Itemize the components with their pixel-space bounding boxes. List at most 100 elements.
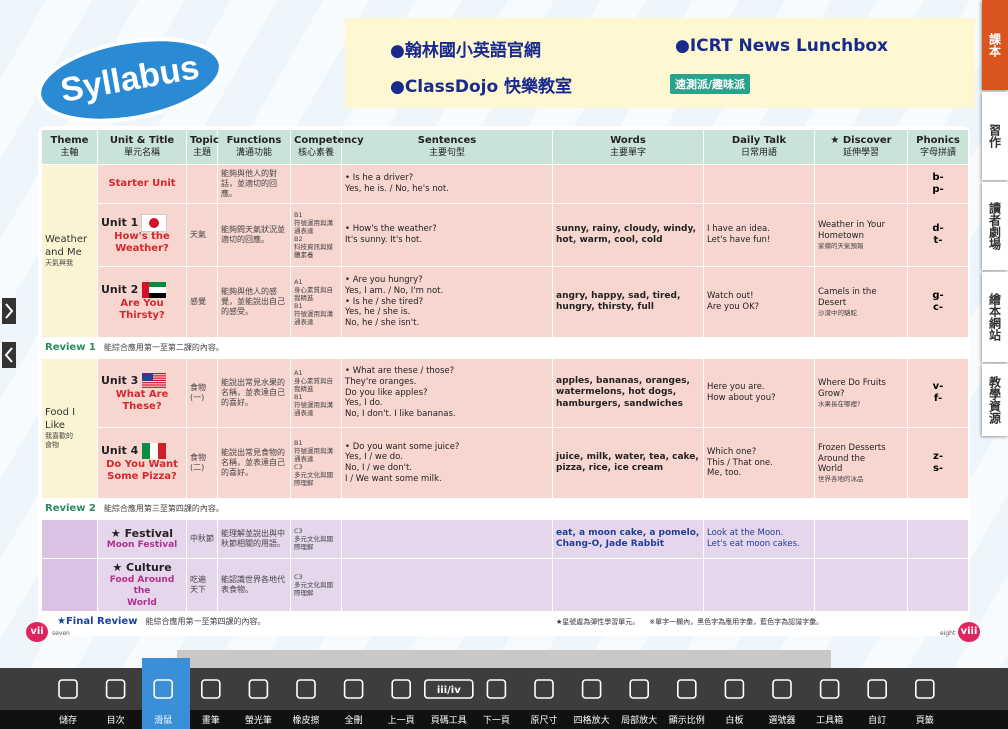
table-row: Food I Like 我喜歡的 食物 Unit 3 What Are These? 食… xyxy=(42,359,968,498)
topic-cell: 天氣 xyxy=(187,204,217,266)
tool-icon[interactable] xyxy=(296,679,316,699)
tool-label[interactable]: 螢光筆 xyxy=(244,716,272,726)
discover-cell: Where Do Fruits Grow? 水果長在哪裡? xyxy=(815,359,907,427)
tool-icon[interactable] xyxy=(914,679,935,699)
review-text: 能綜合應用第三至第四課的內容。 xyxy=(103,503,224,513)
tool-label[interactable]: 白板 xyxy=(725,716,744,726)
tool-label[interactable]: 儲存 xyxy=(58,716,77,726)
discover-zh: 家鄉的天氣預報 xyxy=(818,241,864,250)
words: sunny, rainy, cloudy, windy, hot, warm, … xyxy=(556,223,697,245)
tool-label[interactable]: 下一頁 xyxy=(482,716,510,726)
page-word: eight xyxy=(940,630,956,637)
sentences: • What are these / those? They're orange… xyxy=(345,366,456,419)
note: ★星號處為彈性學習單元。 xyxy=(556,617,640,626)
tool-label[interactable]: 頁籤 xyxy=(915,716,934,726)
tool-label[interactable]: 頁碼工具 xyxy=(430,716,467,726)
tool-label[interactable]: 工具箱 xyxy=(816,716,844,726)
tool-label[interactable]: 全刪 xyxy=(344,716,363,726)
tool-icon[interactable] xyxy=(248,679,269,699)
tool-label[interactable]: 橡皮擦 xyxy=(292,716,320,726)
link[interactable]: ●翰林國小英語官網 xyxy=(390,41,541,61)
topic-cell: 感覺 xyxy=(187,267,217,337)
side-tab[interactable]: 繪本網站 xyxy=(982,272,1008,362)
unit-title: Food Around the World xyxy=(109,575,175,608)
side-tab[interactable]: 讀者劇場 xyxy=(982,182,1008,270)
tool-icon[interactable] xyxy=(343,679,364,699)
tool-icon[interactable] xyxy=(581,679,602,699)
tool-icon[interactable] xyxy=(105,679,126,699)
tool-icon[interactable] xyxy=(391,679,412,699)
header-zh: 主軸 xyxy=(60,147,79,158)
discover-zh: 世界各地的冰品 xyxy=(818,474,864,483)
unit-number: ★ Festival xyxy=(110,526,174,540)
tool-icon[interactable] xyxy=(486,679,507,699)
sentences: • How's the weather? It's sunny. It's ho… xyxy=(345,224,437,245)
link[interactable]: ●ICRT News Lunchbox xyxy=(675,36,889,56)
phonics-cell: z- s- xyxy=(908,428,968,498)
table-row: Unit 2 Are You Thirsty? 感覺 能夠與他人的感覺，並能說出自己的… xyxy=(42,267,968,337)
tool-label[interactable]: 選號器 xyxy=(768,716,796,726)
side-tab[interactable]: 習作 xyxy=(982,92,1008,180)
header-en: Phonics xyxy=(916,135,960,147)
header-en: Daily Talk xyxy=(731,135,787,147)
discover-cell: Weather in Your Hometown 家鄉的天氣預報 xyxy=(815,204,907,266)
functions: 能夠與他人的感覺，並能說出自己的感受。 xyxy=(221,287,285,316)
quiz-link[interactable]: 速測派/趣味派 xyxy=(670,74,751,94)
tool-label[interactable]: 滑鼠 xyxy=(154,716,173,726)
prev-arrow[interactable] xyxy=(2,342,16,368)
header-cell: Unit & Title 單元名稱 xyxy=(98,130,186,164)
tool-icon[interactable] xyxy=(629,679,650,699)
link[interactable]: ●ClassDojo 快樂教室 xyxy=(390,77,573,97)
side-tab[interactable]: 課本 xyxy=(982,0,1008,90)
daily-talk-cell: Which one? This / That one. Me, too. xyxy=(704,428,814,498)
table: Theme 主軸 Unit & Title 單元名稱 Topic 主題 Functions 溝… xyxy=(41,129,969,633)
tool-icon[interactable] xyxy=(201,679,221,699)
tool-label[interactable]: 上一頁 xyxy=(387,716,415,726)
tool-label[interactable]: 畫筆 xyxy=(201,716,220,726)
daily-talk-cell: Here you are. How about you? xyxy=(704,359,814,427)
tool-icon[interactable] xyxy=(423,679,474,699)
tool-label[interactable]: 目次 xyxy=(106,716,125,726)
tool-label[interactable]: 原尺寸 xyxy=(530,716,558,726)
header-en: Topic xyxy=(190,135,219,147)
header-cell: Phonics 字母拼讀 xyxy=(908,130,968,164)
unit-number: Unit 3 xyxy=(101,372,183,389)
discover-zh: 水果長在哪裡? xyxy=(818,399,861,408)
competency-cell: C3 多元文化與國際理解 xyxy=(291,559,341,611)
tool-icon[interactable] xyxy=(819,679,840,699)
tool-label[interactable]: 自訂 xyxy=(868,716,887,726)
sentences-cell xyxy=(342,520,552,558)
tool-label[interactable]: 顯示比例 xyxy=(668,716,705,726)
tool-icon[interactable] xyxy=(153,679,173,699)
tool-icon[interactable] xyxy=(676,679,697,699)
topic: 中秋節 xyxy=(190,534,214,543)
header-zh: 字母拼讀 xyxy=(919,147,956,158)
tool-label[interactable]: 局部放大 xyxy=(621,716,658,726)
discover-cell xyxy=(815,165,907,203)
tool-icon[interactable] xyxy=(867,679,888,699)
words-cell: juice, milk, water, tea, cake, pizza, ri… xyxy=(553,428,703,498)
discover: Frozen Desserts Around the World xyxy=(818,443,886,475)
final-cell: ★Final Review 能綜合應用第一至第四課的內容。 xyxy=(42,612,552,632)
discover-cell xyxy=(815,520,907,558)
review-cell: Review 2 能綜合應用第三至第四課的內容。 xyxy=(42,499,968,519)
page-box[interactable]: iii/iv xyxy=(437,685,461,696)
sentences: • Do you want some juice? Yes, I / we do… xyxy=(345,441,460,484)
tool-icon[interactable] xyxy=(534,679,554,699)
tool-label[interactable]: 四格放大 xyxy=(573,716,610,726)
competency-cell: A1 身心素質與自我精進 B1 符號運用與溝通表達 xyxy=(291,267,341,337)
unit-cell: Unit 3 What Are These? xyxy=(98,359,186,427)
side-tab[interactable]: 教學資源 xyxy=(982,364,1008,436)
topic: 感覺 xyxy=(190,297,206,306)
unit-cell: Unit 2 Are You Thirsty? xyxy=(98,267,186,337)
tool-icon[interactable] xyxy=(724,679,745,699)
functions-cell: 能說出常見食物的名稱，並表達自己的喜好。 xyxy=(218,428,290,498)
topic: 食物 (一) xyxy=(190,383,206,402)
functions: 能認識世界各地代表食物。 xyxy=(221,575,285,594)
unit-title: Are You Thirsty? xyxy=(119,297,165,322)
header-cell: Competency 核心素養 xyxy=(291,130,364,164)
next-arrow[interactable] xyxy=(2,298,16,324)
tool-icon[interactable] xyxy=(58,679,78,699)
final-row: ★Final Review 能綜合應用第一至第四課的內容。 ★星號處為彈性學習單元。… xyxy=(42,612,968,632)
tool-icon[interactable] xyxy=(772,679,792,699)
